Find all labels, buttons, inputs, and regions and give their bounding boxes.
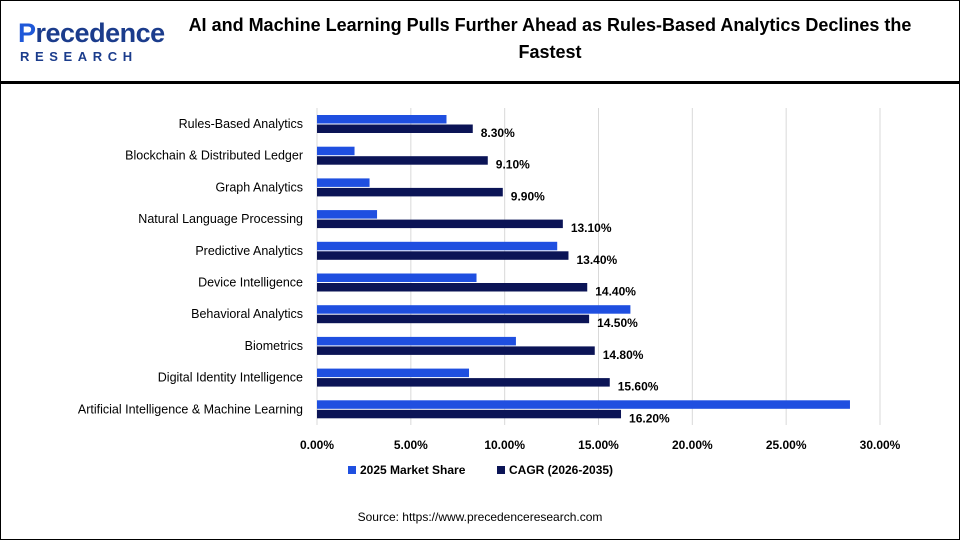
bar-chart: 0.00% 5.00% 10.00% 15.00% 20.00% 25.00% 30.00%… <box>78 108 901 477</box>
cagr-bar <box>317 283 588 292</box>
header: Precedence RESEARCH AI and Machine Learn… <box>0 0 960 82</box>
category-label: Graph Analytics <box>215 180 303 194</box>
category-label: Behavioral Analytics <box>191 307 303 321</box>
share-bar <box>317 115 447 124</box>
share-bar <box>317 178 370 187</box>
cagr-data-label: 13.10% <box>571 221 612 235</box>
share-bar <box>317 368 470 378</box>
cagr-data-label: 14.80% <box>603 348 644 362</box>
legend-swatch-share <box>348 466 356 474</box>
category-label: Artificial Intelligence & Machine Learni… <box>78 402 303 416</box>
share-bar <box>317 241 558 251</box>
cagr-bar <box>317 219 563 229</box>
logo-initial: P <box>18 18 36 48</box>
legend-swatch-cagr <box>497 466 505 474</box>
cagr-data-label: 8.30% <box>481 126 515 140</box>
category-label: Natural Language Processing <box>138 212 303 226</box>
cagr-data-label: 15.60% <box>618 380 659 394</box>
cagr-bar <box>317 378 610 387</box>
x-tick-label: 15.00% <box>578 438 619 452</box>
legend-label-share: 2025 Market Share <box>360 463 466 477</box>
category-label: Digital Identity Intelligence <box>158 371 303 385</box>
category-label: Rules-Based Analytics <box>179 117 303 131</box>
category-label: Biometrics <box>245 339 303 353</box>
cagr-data-label: 14.50% <box>597 316 638 330</box>
share-bar <box>317 336 516 346</box>
share-bar <box>317 146 355 156</box>
precedence-research-logo: Precedence RESEARCH <box>18 18 168 64</box>
cagr-bar <box>317 346 595 355</box>
cagr-data-label: 13.40% <box>576 253 617 267</box>
share-bar <box>317 305 631 314</box>
chart-title: AI and Machine Learning Pulls Further Ah… <box>188 15 912 62</box>
x-tick-label: 0.00% <box>300 438 334 452</box>
x-tick-label: 10.00% <box>484 438 525 452</box>
cagr-bar <box>317 314 590 324</box>
x-tick-label: 5.00% <box>394 438 428 452</box>
category-label: Predictive Analytics <box>195 244 303 258</box>
category-label: Device Intelligence <box>198 276 303 290</box>
cagr-data-label: 9.90% <box>511 189 545 203</box>
x-tick-label: 25.00% <box>766 438 807 452</box>
cagr-bar <box>317 187 503 197</box>
cagr-bar <box>317 409 622 419</box>
cagr-data-label: 16.20% <box>629 411 670 425</box>
cagr-bar <box>317 156 488 165</box>
header-divider <box>0 81 960 84</box>
share-bar <box>317 400 850 409</box>
logo-wordmark: Precedence <box>18 18 165 49</box>
share-bar <box>317 210 378 219</box>
cagr-bar <box>317 251 569 260</box>
logo-subtitle: RESEARCH <box>20 49 138 64</box>
legend-label-cagr: CAGR (2026-2035) <box>509 463 613 477</box>
cagr-data-label: 14.40% <box>595 285 636 299</box>
category-label: Blockchain & Distributed Ledger <box>125 149 303 163</box>
x-tick-label: 20.00% <box>672 438 713 452</box>
x-tick-label: 30.00% <box>860 438 901 452</box>
cagr-bar <box>317 124 473 133</box>
source-note: Source: https://www.precedenceresearch.c… <box>357 510 603 524</box>
share-bar <box>317 273 477 282</box>
cagr-data-label: 9.10% <box>496 158 530 172</box>
logo-name: recedence <box>35 18 166 48</box>
